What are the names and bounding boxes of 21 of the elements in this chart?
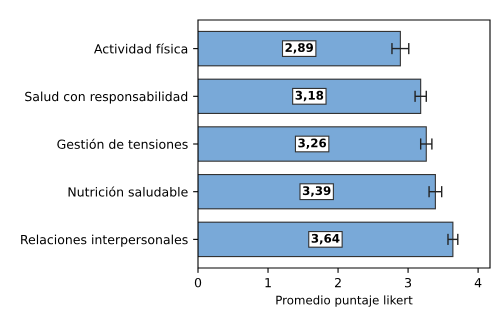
x-tick-label: 4	[474, 278, 482, 288]
y-tick-label: Salud con responsabilidad	[25, 92, 188, 104]
x-tick-label: 1	[265, 278, 271, 288]
y-tick-label: Gestión de tensiones	[57, 138, 188, 149]
data-label: 3,39	[302, 186, 330, 197]
bar	[198, 78, 422, 114]
x-tick-label: 2	[334, 278, 341, 288]
x-axis-title: Promedio puntaje likert	[276, 295, 412, 307]
data-label: 3,18	[296, 90, 324, 102]
data-label: 3,64	[312, 234, 340, 244]
bar	[198, 126, 427, 162]
bar	[198, 30, 401, 66]
data-label: 3,26	[298, 138, 326, 149]
y-tick-label: Actividad física	[94, 43, 188, 54]
x-tick-label: 3	[405, 278, 412, 288]
bar	[198, 174, 436, 210]
y-tick-label: Relaciones interpersonales	[21, 234, 188, 247]
x-tick-label: 0	[194, 278, 202, 288]
data-label: 2,89	[286, 43, 313, 54]
bar	[198, 222, 454, 258]
y-tick-label: Nutrición saludable	[68, 186, 188, 197]
